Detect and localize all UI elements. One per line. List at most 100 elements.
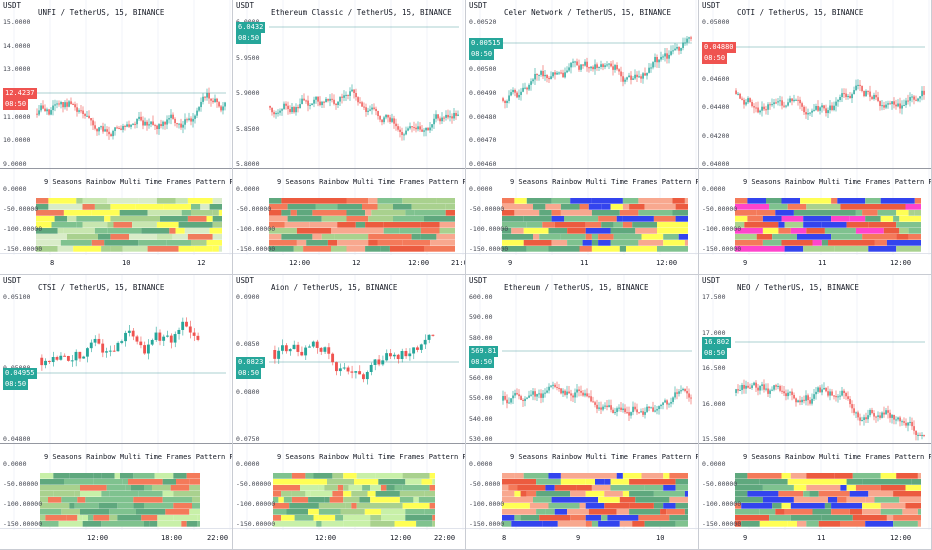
candle bbox=[421, 129, 423, 132]
symbol-title[interactable]: CTSI / TetherUS, 15, BINANCE bbox=[38, 283, 165, 292]
indicator-band-segment bbox=[172, 234, 188, 240]
chart-canvas[interactable] bbox=[0, 0, 233, 275]
indicator-band-segment bbox=[66, 515, 78, 521]
pane-separator[interactable] bbox=[0, 443, 233, 444]
indicator-band-segment bbox=[735, 515, 770, 521]
pane-separator[interactable] bbox=[699, 443, 932, 444]
candle bbox=[295, 107, 297, 113]
indicator-band-segment bbox=[394, 485, 403, 491]
indicator-band-segment bbox=[377, 234, 412, 240]
candle bbox=[210, 98, 212, 101]
candle bbox=[919, 96, 921, 99]
pane-separator[interactable] bbox=[233, 168, 466, 169]
chart-panel[interactable]: USDT Celer Network / TetherUS, 15, BINANC… bbox=[466, 0, 699, 275]
chart-canvas[interactable] bbox=[699, 0, 932, 275]
indicator-band-segment bbox=[101, 246, 111, 252]
indicator-band-segment bbox=[405, 210, 415, 216]
candle bbox=[608, 63, 610, 65]
indicator-band-segment bbox=[429, 485, 435, 491]
symbol-title[interactable]: COTI / TetherUS, 15, BINANCE bbox=[737, 8, 864, 17]
candle bbox=[678, 391, 680, 394]
indicator-band-segment bbox=[868, 222, 897, 228]
indicator-axis-label: -100.00000 bbox=[3, 225, 43, 233]
indicator-band-segment bbox=[526, 198, 552, 204]
chart-panel[interactable]: USDT Ethereum / TetherUS, 15, BINANCE 600.… bbox=[466, 275, 699, 550]
indicator-title[interactable]: 9 Seasons Rainbow Multi Time Frames Patt… bbox=[277, 178, 466, 186]
candle bbox=[101, 343, 105, 353]
candle bbox=[807, 395, 809, 401]
price-axis-label: 17.000 bbox=[702, 328, 726, 337]
candle bbox=[582, 64, 584, 66]
indicator-title[interactable]: 9 Seasons Rainbow Multi Time Frames Patt… bbox=[743, 178, 932, 186]
chart-canvas[interactable] bbox=[233, 0, 466, 275]
pane-separator[interactable] bbox=[233, 443, 466, 444]
chart-canvas[interactable] bbox=[233, 275, 466, 550]
symbol-title[interactable]: UNFI / TetherUS, 15, BINANCE bbox=[38, 8, 165, 17]
candle bbox=[604, 405, 606, 407]
pane-separator[interactable] bbox=[699, 168, 932, 169]
candle bbox=[202, 96, 204, 102]
candle bbox=[269, 105, 271, 108]
pane-separator[interactable] bbox=[466, 443, 699, 444]
candle bbox=[134, 123, 136, 125]
symbol-title[interactable]: Ethereum Classic / TetherUS, 15, BINANCE bbox=[271, 8, 452, 17]
candle bbox=[313, 99, 315, 104]
indicator-band-segment bbox=[110, 204, 136, 210]
indicator-title[interactable]: 9 Seasons Rainbow Multi Time Frames Patt… bbox=[510, 178, 699, 186]
indicator-band-segment bbox=[741, 503, 773, 509]
candle bbox=[771, 104, 773, 106]
chart-panel[interactable]: USDT COTI / TetherUS, 15, BINANCE 0.05000 0… bbox=[699, 0, 932, 275]
indicator-band-segment bbox=[579, 503, 586, 509]
price-axis-label: 0.00460 bbox=[469, 160, 497, 168]
indicator-band-segment bbox=[157, 515, 174, 521]
pane-separator[interactable] bbox=[0, 168, 233, 169]
price-axis-label: 550.00 bbox=[469, 394, 493, 403]
symbol-title[interactable]: NEO / TetherUS, 15, BINANCE bbox=[737, 283, 859, 292]
chart-canvas[interactable] bbox=[0, 275, 233, 550]
candle bbox=[534, 73, 536, 80]
chart-panel[interactable]: USDT Ethereum Classic / TetherUS, 15, BIN… bbox=[233, 0, 466, 275]
candle bbox=[126, 124, 128, 127]
indicator-axis-label: 0.0000 bbox=[236, 185, 260, 193]
indicator-band-segment bbox=[502, 210, 515, 216]
chart-canvas[interactable] bbox=[466, 0, 699, 275]
candle bbox=[783, 391, 785, 394]
indicator-band-segment bbox=[296, 240, 307, 246]
indicator-band-segment bbox=[585, 479, 595, 485]
candle bbox=[540, 71, 542, 75]
indicator-band-segment bbox=[511, 228, 524, 234]
candle bbox=[68, 101, 70, 107]
indicator-band-segment bbox=[133, 473, 155, 479]
chart-panel[interactable]: USDT Aion / TetherUS, 15, BINANCE 0.0900 0.… bbox=[233, 275, 466, 550]
chart-panel[interactable]: USDT NEO / TetherUS, 15, BINANCE 17.500 17.… bbox=[699, 275, 932, 550]
indicator-band-segment bbox=[101, 473, 115, 479]
symbol-title[interactable]: Celer Network / TetherUS, 15, BINANCE bbox=[504, 8, 672, 17]
chart-panel[interactable]: USDT UNFI / TetherUS, 15, BINANCE 15.0000 1… bbox=[0, 0, 233, 275]
candle bbox=[409, 126, 411, 129]
indicator-band-segment bbox=[787, 521, 797, 527]
time-axis-label: 12:00 bbox=[390, 534, 412, 542]
chart-panel[interactable]: USDT CTSI / TetherUS, 15, BINANCE 0.05100 0… bbox=[0, 275, 233, 550]
indicator-band-segment bbox=[542, 521, 558, 527]
candle bbox=[319, 347, 323, 352]
indicator-band-segment bbox=[175, 198, 188, 204]
indicator-title[interactable]: 9 Seasons Rainbow Multi Time Frames Patt… bbox=[510, 453, 699, 461]
pane-separator[interactable] bbox=[466, 168, 699, 169]
symbol-title[interactable]: Aion / TetherUS, 15, BINANCE bbox=[271, 283, 398, 292]
symbol-title[interactable]: Ethereum / TetherUS, 15, BINANCE bbox=[504, 283, 649, 292]
indicator-band-segment bbox=[762, 497, 794, 503]
indicator-band-segment bbox=[797, 234, 832, 240]
candle bbox=[586, 61, 588, 68]
indicator-title[interactable]: 9 Seasons Rainbow Multi Time Frames Patt… bbox=[44, 178, 233, 186]
indicator-title[interactable]: 9 Seasons Rainbow Multi Time Frames Patt… bbox=[44, 453, 233, 461]
indicator-title[interactable]: 9 Seasons Rainbow Multi Time Frames Patt… bbox=[277, 453, 466, 461]
indicator-band-segment bbox=[318, 485, 325, 491]
indicator-axis-label: -150.00000 bbox=[236, 245, 276, 253]
candle bbox=[586, 393, 588, 397]
chart-canvas[interactable] bbox=[466, 275, 699, 550]
indicator-band-segment bbox=[287, 204, 316, 210]
indicator-title[interactable]: 9 Seasons Rainbow Multi Time Frames Patt… bbox=[743, 453, 932, 461]
indicator-band-segment bbox=[619, 497, 636, 503]
candle bbox=[847, 95, 849, 98]
chart-canvas[interactable] bbox=[699, 275, 932, 550]
